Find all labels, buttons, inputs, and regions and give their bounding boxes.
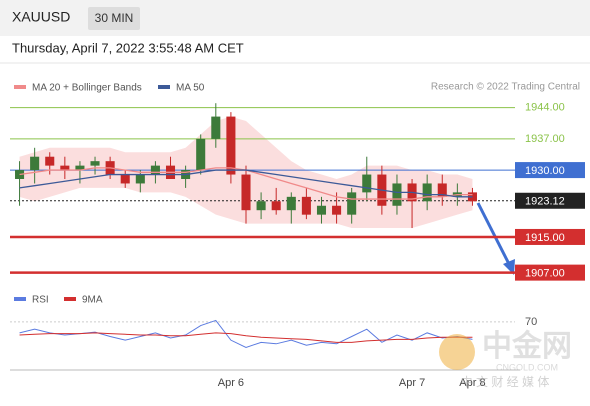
watermark-site: CNGOLD.COM <box>496 362 558 372</box>
watermark-logo <box>439 334 475 370</box>
rsi-line <box>19 332 473 343</box>
level-tag <box>515 228 585 245</box>
x-tick-label: Apr 8 <box>459 377 485 389</box>
legend-swatch <box>14 85 26 89</box>
candle-body <box>392 183 402 206</box>
interval-button[interactable] <box>88 7 140 30</box>
credit: Research © 2022 Trading Central <box>431 82 580 93</box>
candle-body <box>75 165 85 171</box>
candle-body <box>120 174 130 184</box>
candle-body <box>437 183 447 197</box>
rsi-line <box>19 319 473 348</box>
legend-label: MA 50 <box>176 83 205 94</box>
candle-body <box>286 196 296 211</box>
level-label: 1923.12 <box>525 196 565 208</box>
candle-body <box>30 156 40 171</box>
legend-swatch <box>158 85 170 89</box>
watermark: 中金网 CNGOLD.COM 中 文 财 经 媒 体 <box>439 329 572 389</box>
x-tick-label: Apr 6 <box>218 377 244 389</box>
candle-body <box>226 116 236 175</box>
candle-body <box>362 174 372 193</box>
candle-body <box>271 201 281 211</box>
level-tag <box>515 192 585 209</box>
candle-body <box>60 165 70 171</box>
legend-swatch <box>64 297 76 301</box>
symbol: XAUUSD <box>12 9 70 25</box>
ma-line <box>19 169 473 198</box>
candle-body <box>135 174 145 184</box>
legend-swatch <box>14 297 26 301</box>
candle-body <box>301 196 311 215</box>
arrow-head <box>503 259 515 275</box>
candle-body <box>332 205 342 215</box>
watermark-brand: 中金网 <box>482 329 572 363</box>
level-label: 1907.00 <box>525 268 565 280</box>
candle-body <box>347 192 357 215</box>
legend-label: MA 20 + Bollinger Bands <box>32 83 142 94</box>
level-label: 1944.00 <box>525 102 565 114</box>
candle-body <box>150 165 160 175</box>
legend-label: 9MA <box>82 295 103 306</box>
candle-body <box>196 138 206 171</box>
candle-body <box>256 201 266 211</box>
datetime: Thursday, April 7, 2022 3:55:48 AM CET <box>12 40 244 55</box>
candle-body <box>211 116 221 139</box>
candle-body <box>316 205 327 215</box>
level-tag <box>515 162 585 179</box>
level-label: 1915.00 <box>525 232 565 244</box>
watermark-tagline: 中 文 财 经 媒 体 <box>461 374 550 389</box>
level-label: 1937.00 <box>525 133 565 145</box>
level-tag <box>515 264 585 281</box>
candle-body <box>90 161 100 166</box>
candle-body <box>422 183 432 202</box>
interval[interactable]: 30 MIN <box>95 11 134 25</box>
legend-label: RSI <box>32 295 49 306</box>
x-tick-label: Apr 7 <box>399 377 425 389</box>
forecast-arrow <box>476 202 512 267</box>
candle-body <box>45 156 55 166</box>
rsi-tick-label: 70 <box>525 316 537 328</box>
candle-body <box>241 174 251 211</box>
level-label: 1930.00 <box>525 165 565 177</box>
